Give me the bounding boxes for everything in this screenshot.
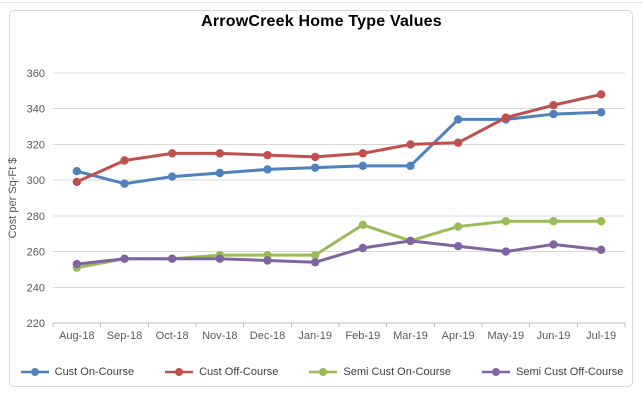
series-line-semi-cust-off-course: [75, 239, 603, 266]
series-marker-cust-on-course: [596, 108, 606, 117]
series-marker-semi-cust-off-course: [215, 254, 225, 263]
x-tick-label: Mar-19: [393, 330, 428, 342]
y-tick-label: 260: [27, 247, 45, 259]
legend-line-marker-icon: [481, 368, 510, 376]
legend-line-marker-icon: [20, 368, 49, 376]
series-marker-cust-off-course: [453, 138, 463, 147]
series-marker-cust-on-course: [120, 179, 129, 188]
series-line-semi-cust-on-course: [75, 219, 603, 270]
series-marker-semi-cust-off-course: [358, 243, 368, 253]
legend: Cust On-Course Cust Off-Course Semi Cust O…: [9, 366, 634, 378]
y-tick-label: 320: [27, 139, 45, 151]
y-tick-label: 240: [27, 282, 45, 294]
legend-item-cust-on-course: Cust On-Course: [20, 366, 134, 378]
series-marker-cust-off-course: [358, 149, 368, 158]
series-marker-cust-off-course: [501, 113, 511, 122]
series-marker-cust-off-course: [310, 152, 320, 162]
legend-item-semi-cust-on-course: Semi Cust On-Course: [308, 366, 451, 378]
series-marker-semi-cust-off-course: [120, 254, 129, 263]
legend-item-label: Cust On-Course: [54, 366, 135, 378]
y-tick-label: 340: [27, 104, 45, 116]
x-tick-label: Jan-19: [298, 330, 332, 342]
x-tick-label: Apr-19: [442, 330, 475, 342]
series-marker-semi-cust-off-course: [406, 236, 415, 246]
series-marker-semi-cust-on-course: [596, 217, 606, 226]
series-marker-cust-off-course: [120, 156, 129, 165]
series-marker-semi-cust-off-course: [310, 258, 320, 267]
x-tick-label: Oct-18: [156, 330, 189, 342]
series-marker-cust-on-course: [549, 109, 558, 119]
series-marker-semi-cust-off-course: [263, 256, 272, 265]
series-marker-semi-cust-off-course: [453, 242, 463, 251]
x-tick-label: Dec-18: [250, 330, 285, 342]
legend-line-marker-icon: [165, 368, 194, 376]
legend-item-label: Cust Off-Course: [199, 366, 279, 378]
y-tick-label: 360: [27, 68, 45, 80]
series-marker-cust-on-course: [167, 172, 177, 181]
series-marker-semi-cust-off-course: [596, 245, 606, 254]
y-axis-title: Cost per Sq-Ft $: [7, 158, 19, 239]
legend-line-marker-icon: [309, 368, 338, 376]
series-marker-cust-on-course: [358, 161, 368, 171]
page-top-hairline: [0, 2, 643, 3]
series-marker-semi-cust-on-course: [501, 217, 511, 226]
series-marker-cust-on-course: [263, 165, 272, 174]
series-marker-cust-off-course: [263, 150, 272, 160]
y-tick-label: 220: [27, 318, 45, 330]
x-tick-label: Feb-19: [345, 330, 380, 342]
series-marker-semi-cust-on-course: [549, 217, 558, 226]
series-marker-cust-off-course: [167, 149, 177, 158]
x-tick-label: Jul-19: [586, 330, 616, 342]
series-marker-semi-cust-on-course: [358, 220, 368, 229]
series-marker-cust-on-course: [215, 168, 225, 178]
series-marker-cust-on-course: [72, 167, 82, 176]
x-tick-label: May-19: [487, 330, 524, 342]
legend-item-cust-off-course: Cust Off-Course: [164, 366, 278, 378]
series-marker-cust-on-course: [453, 115, 463, 124]
series-marker-semi-cust-off-course: [72, 259, 82, 269]
series-line-cust-off-course: [75, 92, 603, 184]
series-marker-cust-off-course: [596, 90, 606, 99]
series-marker-semi-cust-off-course: [501, 247, 511, 256]
series-line-cust-on-course: [75, 110, 603, 186]
x-tick-label: Nov-18: [202, 330, 237, 342]
series-marker-cust-on-course: [310, 163, 320, 172]
y-tick-label: 280: [27, 211, 45, 223]
series-marker-semi-cust-off-course: [549, 240, 558, 249]
series-marker-cust-off-course: [549, 100, 558, 110]
legend-item-semi-cust-off-course: Semi Cust Off-Course: [481, 366, 623, 378]
legend-item-label: Semi Cust On-Course: [343, 366, 451, 378]
x-tick-label: Jun-19: [537, 330, 571, 342]
series-marker-semi-cust-on-course: [310, 250, 320, 260]
series-marker-cust-off-course: [215, 149, 225, 158]
series-marker-semi-cust-off-course: [167, 254, 177, 263]
series-marker-cust-on-course: [406, 161, 415, 171]
series-marker-cust-off-course: [72, 177, 82, 187]
legend-item-label: Semi Cust Off-Course: [515, 366, 624, 378]
series-marker-semi-cust-on-course: [453, 222, 463, 231]
y-tick-label: 300: [27, 175, 45, 187]
x-tick-label: Aug-18: [59, 330, 94, 342]
x-tick-label: Sep-18: [107, 330, 142, 342]
chart-title: ArrowCreek Home Type Values: [201, 13, 442, 30]
series-marker-cust-off-course: [406, 140, 415, 149]
